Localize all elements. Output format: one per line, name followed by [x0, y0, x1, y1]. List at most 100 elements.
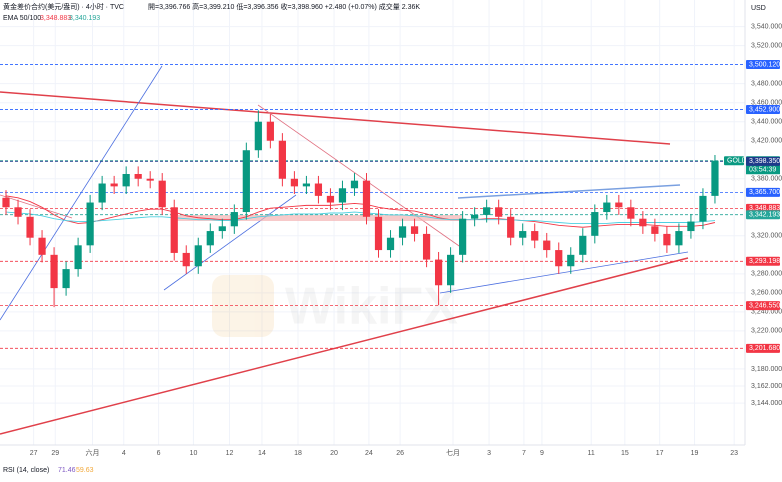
- x-tick-label: 10: [190, 450, 198, 457]
- rsi-value: 71.46: [58, 467, 76, 474]
- candle-body: [134, 174, 142, 179]
- y-tick-label: 3,280.000: [751, 271, 782, 278]
- y-tick-label: 3,460.000: [751, 100, 782, 107]
- trendline: [0, 257, 689, 435]
- x-tick-label: 18: [294, 450, 302, 457]
- y-tick-label: 3,380.000: [751, 176, 782, 183]
- candle-body: [218, 226, 226, 232]
- price-axis: [745, 0, 782, 482]
- candle-body: [675, 231, 683, 246]
- candle-body: [615, 202, 623, 208]
- candle-body: [603, 202, 611, 213]
- trendline: [0, 91, 671, 145]
- x-tick-label: 19: [691, 450, 699, 457]
- x-tick-label: 23: [730, 450, 738, 457]
- candle-body: [531, 231, 539, 241]
- candle-body: [507, 216, 515, 238]
- level-label-box: [746, 343, 780, 353]
- x-tick-label: 17: [656, 450, 664, 457]
- level-label: 3,293.198: [749, 258, 780, 265]
- candle-body: [302, 183, 311, 187]
- indicator-name: EMA 50/100: [3, 15, 41, 22]
- x-tick-label: 29: [51, 450, 59, 457]
- price-labels: 3,500.1203,452.9003,398.960GOLD03:54:393…: [724, 60, 780, 353]
- rsi-label: RSI (14, close): [3, 467, 49, 474]
- candle-body: [86, 202, 94, 246]
- y-tick-label: 3,260.000: [751, 290, 782, 297]
- candle-body: [711, 160, 719, 196]
- candle-body: [158, 180, 166, 208]
- candle-body: [591, 212, 599, 236]
- symbol-tag-box: [724, 156, 744, 166]
- x-tick-label: 14: [258, 450, 266, 457]
- candle-body: [170, 207, 178, 253]
- candle-body: [98, 183, 106, 203]
- countdown-box: [746, 165, 780, 175]
- candle-body: [398, 226, 407, 238]
- trendline: [0, 194, 73, 219]
- candle-body: [230, 212, 238, 227]
- y-tick-label: 3,220.000: [751, 328, 782, 335]
- x-tick-label: 4: [122, 450, 126, 457]
- candle-body: [699, 195, 707, 222]
- candle-body: [422, 233, 431, 260]
- y-tick-label: 3,440.000: [751, 119, 782, 126]
- trendline: [0, 65, 163, 321]
- x-tick-label: 9: [540, 450, 544, 457]
- x-tick-label: 七月: [446, 448, 460, 457]
- candle-body: [374, 216, 383, 251]
- level-label: 3,246.550: [749, 302, 780, 309]
- countdown: 03:54:39: [749, 167, 776, 174]
- candle-body: [651, 226, 659, 234]
- candle-body: [386, 237, 395, 251]
- candle-body: [254, 121, 262, 151]
- levels: [0, 64, 745, 349]
- candle-body: [447, 254, 455, 286]
- level-label-box: [746, 301, 780, 311]
- level-label: 3,342.193: [749, 212, 780, 219]
- axes: 3,144.000 3,162.000 3,180.000 3,220.000 3,24…: [30, 23, 782, 456]
- candle-body: [326, 195, 335, 203]
- candle-body: [194, 245, 202, 267]
- trendline: [457, 184, 681, 199]
- candle-body: [182, 252, 190, 267]
- x-tick-label: 15: [621, 450, 629, 457]
- candle-body: [555, 250, 563, 267]
- ohlc-info: 開=3,396.766 高=3,399.210 低=3,396.356 收=3,…: [148, 2, 420, 11]
- level-label-box: [746, 104, 780, 114]
- x-tick-label: 7: [522, 450, 526, 457]
- candle-body: [639, 218, 647, 227]
- y-tick-label: 3,180.000: [751, 366, 782, 373]
- candle-body: [110, 183, 118, 187]
- candle-body: [74, 245, 82, 270]
- candle-body: [338, 188, 347, 203]
- level-label: 3,452.900: [749, 106, 780, 113]
- candle-body: [471, 214, 479, 219]
- drawings: [0, 65, 689, 435]
- watermark-text: WikiFX: [285, 278, 458, 336]
- level-label-box: [746, 156, 780, 166]
- currency: USD: [751, 5, 766, 12]
- level-label-box: [746, 60, 780, 70]
- candles: [2, 110, 719, 308]
- candle-body: [290, 178, 298, 187]
- symbol-tag: GOLD: [727, 158, 747, 165]
- candle-body: [579, 235, 587, 255]
- y-tick-label: 3,320.000: [751, 233, 782, 240]
- level-label-box: [746, 256, 780, 266]
- candle-body: [50, 254, 58, 289]
- level-label: 3,500.120: [749, 61, 780, 68]
- x-tick-label: 11: [588, 450, 595, 457]
- rsi-value: 59.63: [76, 467, 94, 474]
- x-tick-label: 24: [365, 450, 373, 457]
- y-tick-label: 3,480.000: [751, 81, 782, 88]
- candle-body: [543, 240, 551, 251]
- candle-body: [38, 237, 46, 255]
- x-tick-label: 六月: [86, 448, 100, 457]
- y-tick-label: 3,420.000: [751, 138, 782, 145]
- candle-body: [459, 218, 467, 255]
- candle-body: [567, 254, 575, 267]
- y-tick-label: 3,240.000: [751, 309, 782, 316]
- y-tick-label: 3,162.000: [751, 383, 782, 390]
